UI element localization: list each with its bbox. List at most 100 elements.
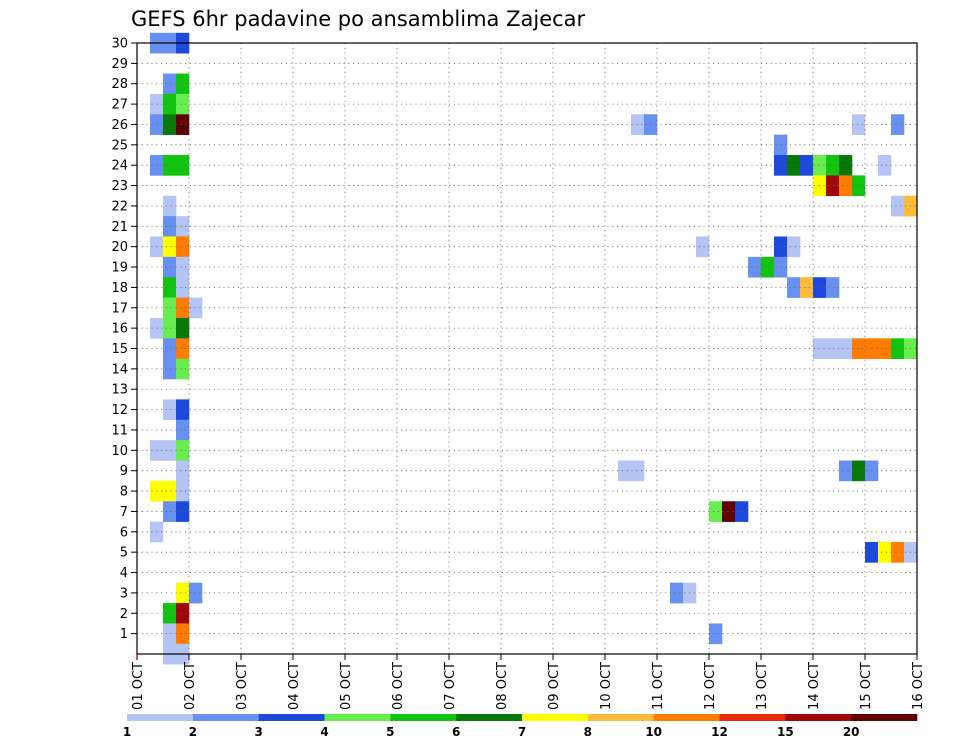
- precip-cell: [176, 93, 190, 115]
- y-tick-label: 14: [111, 362, 128, 377]
- precip-cell: [696, 236, 710, 258]
- y-tick-label: 26: [111, 118, 128, 133]
- x-tick-label: 04 OCT: [287, 662, 302, 710]
- precip-cell: [176, 155, 190, 176]
- precip-cell: [826, 175, 840, 197]
- precip-cell: [800, 277, 814, 298]
- precip-cell: [163, 358, 177, 380]
- colorbar-label: 12: [711, 725, 728, 739]
- precip-cell: [891, 541, 905, 563]
- x-tick-label: 11 OCT: [651, 662, 666, 710]
- precip-cell: [163, 399, 177, 421]
- y-tick-label: 17: [111, 301, 128, 316]
- precip-cell: [761, 256, 775, 278]
- colorbar-label: 3: [254, 725, 262, 739]
- precip-cell: [176, 399, 190, 421]
- colorbar-swatch: [851, 714, 918, 721]
- precip-cell: [709, 501, 723, 522]
- precip-cell: [176, 216, 190, 237]
- x-tick-label: 03 OCT: [235, 662, 250, 710]
- precip-cell: [735, 501, 749, 522]
- y-tick-label: 4: [120, 566, 128, 581]
- precip-cell: [826, 155, 840, 176]
- grid-lines: [137, 42, 917, 654]
- y-tick-label: 10: [111, 444, 128, 459]
- colorbar-label: 4: [320, 725, 328, 739]
- precip-cell: [163, 338, 177, 359]
- y-tick-label: 12: [111, 403, 128, 418]
- precip-cell: [163, 480, 177, 502]
- x-tick-label: 12 OCT: [703, 662, 718, 710]
- x-axis: 01 OCT 02 OCT 03 OCT 04 OCT 05 OCT 06 OCT 07 O…: [131, 654, 926, 710]
- precip-cell: [176, 73, 190, 95]
- y-tick-label: 19: [111, 261, 128, 276]
- precip-cell: [891, 195, 905, 217]
- precip-cell: [163, 256, 177, 278]
- precip-cell: [722, 501, 736, 522]
- colorbar-label: 6: [452, 725, 460, 739]
- colorbar-label: 5: [386, 725, 394, 739]
- precip-cell: [709, 623, 723, 645]
- precip-cell: [176, 460, 190, 482]
- precip-cell: [826, 338, 840, 359]
- y-tick-label: 3: [120, 586, 128, 601]
- colorbar-swatch: [587, 714, 654, 721]
- y-tick-label: 24: [111, 159, 128, 174]
- precip-cell: [839, 338, 853, 359]
- precip-cell: [163, 195, 177, 217]
- y-tick-label: 22: [111, 199, 128, 214]
- colorbar-swatch: [522, 714, 589, 721]
- precip-cell: [176, 277, 190, 298]
- y-tick-label: 20: [111, 240, 128, 255]
- x-tick-label: 01 OCT: [131, 662, 146, 710]
- y-tick-label: 2: [120, 607, 128, 622]
- y-tick-label: 16: [111, 322, 128, 337]
- precip-cell: [852, 460, 866, 482]
- precip-cell: [176, 297, 190, 319]
- y-tick-label: 15: [111, 342, 128, 357]
- precip-cell: [176, 419, 190, 441]
- colorbar-swatch: [324, 714, 391, 721]
- precip-cell: [163, 317, 177, 339]
- colorbar-swatch: [390, 714, 457, 721]
- precip-cell: [631, 460, 645, 482]
- colorbar-label: 20: [843, 725, 860, 739]
- precip-cell: [618, 460, 632, 482]
- precip-cell: [176, 358, 190, 380]
- y-tick-label: 21: [111, 220, 128, 235]
- colorbar-label: 2: [189, 725, 197, 739]
- precip-cell: [839, 155, 853, 176]
- precip-cell: [163, 155, 177, 176]
- y-tick-label: 13: [111, 383, 128, 398]
- x-tick-label: 09 OCT: [547, 662, 562, 710]
- y-tick-label: 28: [111, 77, 128, 92]
- precip-cell: [163, 501, 177, 522]
- x-tick-label: 13 OCT: [755, 662, 770, 710]
- heatmap-cells: [150, 32, 918, 665]
- y-tick-label: 8: [120, 485, 128, 500]
- precip-cell: [826, 277, 840, 298]
- precip-cell: [163, 73, 177, 95]
- precip-cell: [163, 297, 177, 319]
- x-tick-label: 05 OCT: [339, 662, 354, 710]
- x-tick-label: 08 OCT: [495, 662, 510, 710]
- y-tick-label: 7: [120, 505, 128, 520]
- colorbar-label: 15: [777, 725, 794, 739]
- colorbar-swatch: [719, 714, 786, 721]
- colorbar-swatch: [127, 714, 194, 721]
- precip-cell: [176, 338, 190, 359]
- precip-cell: [176, 114, 190, 135]
- precip-cell: [176, 317, 190, 339]
- precip-cell: [176, 501, 190, 522]
- precip-cell: [891, 114, 905, 135]
- y-tick-label: 23: [111, 179, 128, 194]
- colorbar-swatch: [785, 714, 852, 721]
- precip-cell: [852, 175, 866, 197]
- precip-cell: [878, 155, 892, 176]
- y-tick-label: 6: [120, 525, 128, 540]
- precip-cell: [163, 236, 177, 258]
- y-tick-label: 18: [111, 281, 128, 296]
- x-tick-label: 14 OCT: [807, 662, 822, 710]
- precip-cell: [670, 582, 684, 604]
- colorbar-label: 7: [518, 725, 526, 739]
